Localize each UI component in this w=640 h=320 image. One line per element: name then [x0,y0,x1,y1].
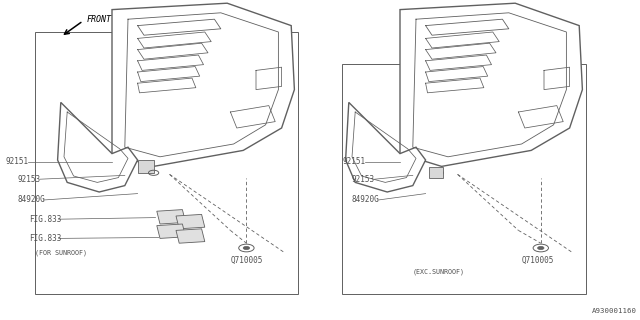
Bar [342,64,586,294]
Polygon shape [346,102,426,192]
Text: FIG.833: FIG.833 [29,215,61,224]
Text: 92151: 92151 [5,157,28,166]
Bar [138,160,154,173]
Polygon shape [58,102,138,192]
Polygon shape [112,3,294,166]
Polygon shape [176,214,205,229]
Text: 92153: 92153 [17,175,40,184]
Text: (EXC.SUNROOF): (EXC.SUNROOF) [413,269,465,275]
Polygon shape [157,210,186,224]
Text: 92151: 92151 [342,157,365,166]
Text: Q710005: Q710005 [230,256,263,265]
Text: Q710005: Q710005 [522,256,554,265]
Bar [429,167,443,178]
Circle shape [243,246,250,250]
Circle shape [538,246,544,250]
Text: FIG.833: FIG.833 [29,234,61,243]
Text: FRONT: FRONT [86,15,111,24]
Text: 92153: 92153 [352,175,375,184]
Polygon shape [400,3,582,166]
Text: (FOR SUNROOF): (FOR SUNROOF) [35,250,87,256]
Bar [35,32,298,294]
Text: 84920G: 84920G [352,196,380,204]
Text: A930001160: A930001160 [592,308,637,314]
Text: 84920G: 84920G [17,196,45,204]
Polygon shape [157,224,186,238]
Polygon shape [176,229,205,243]
